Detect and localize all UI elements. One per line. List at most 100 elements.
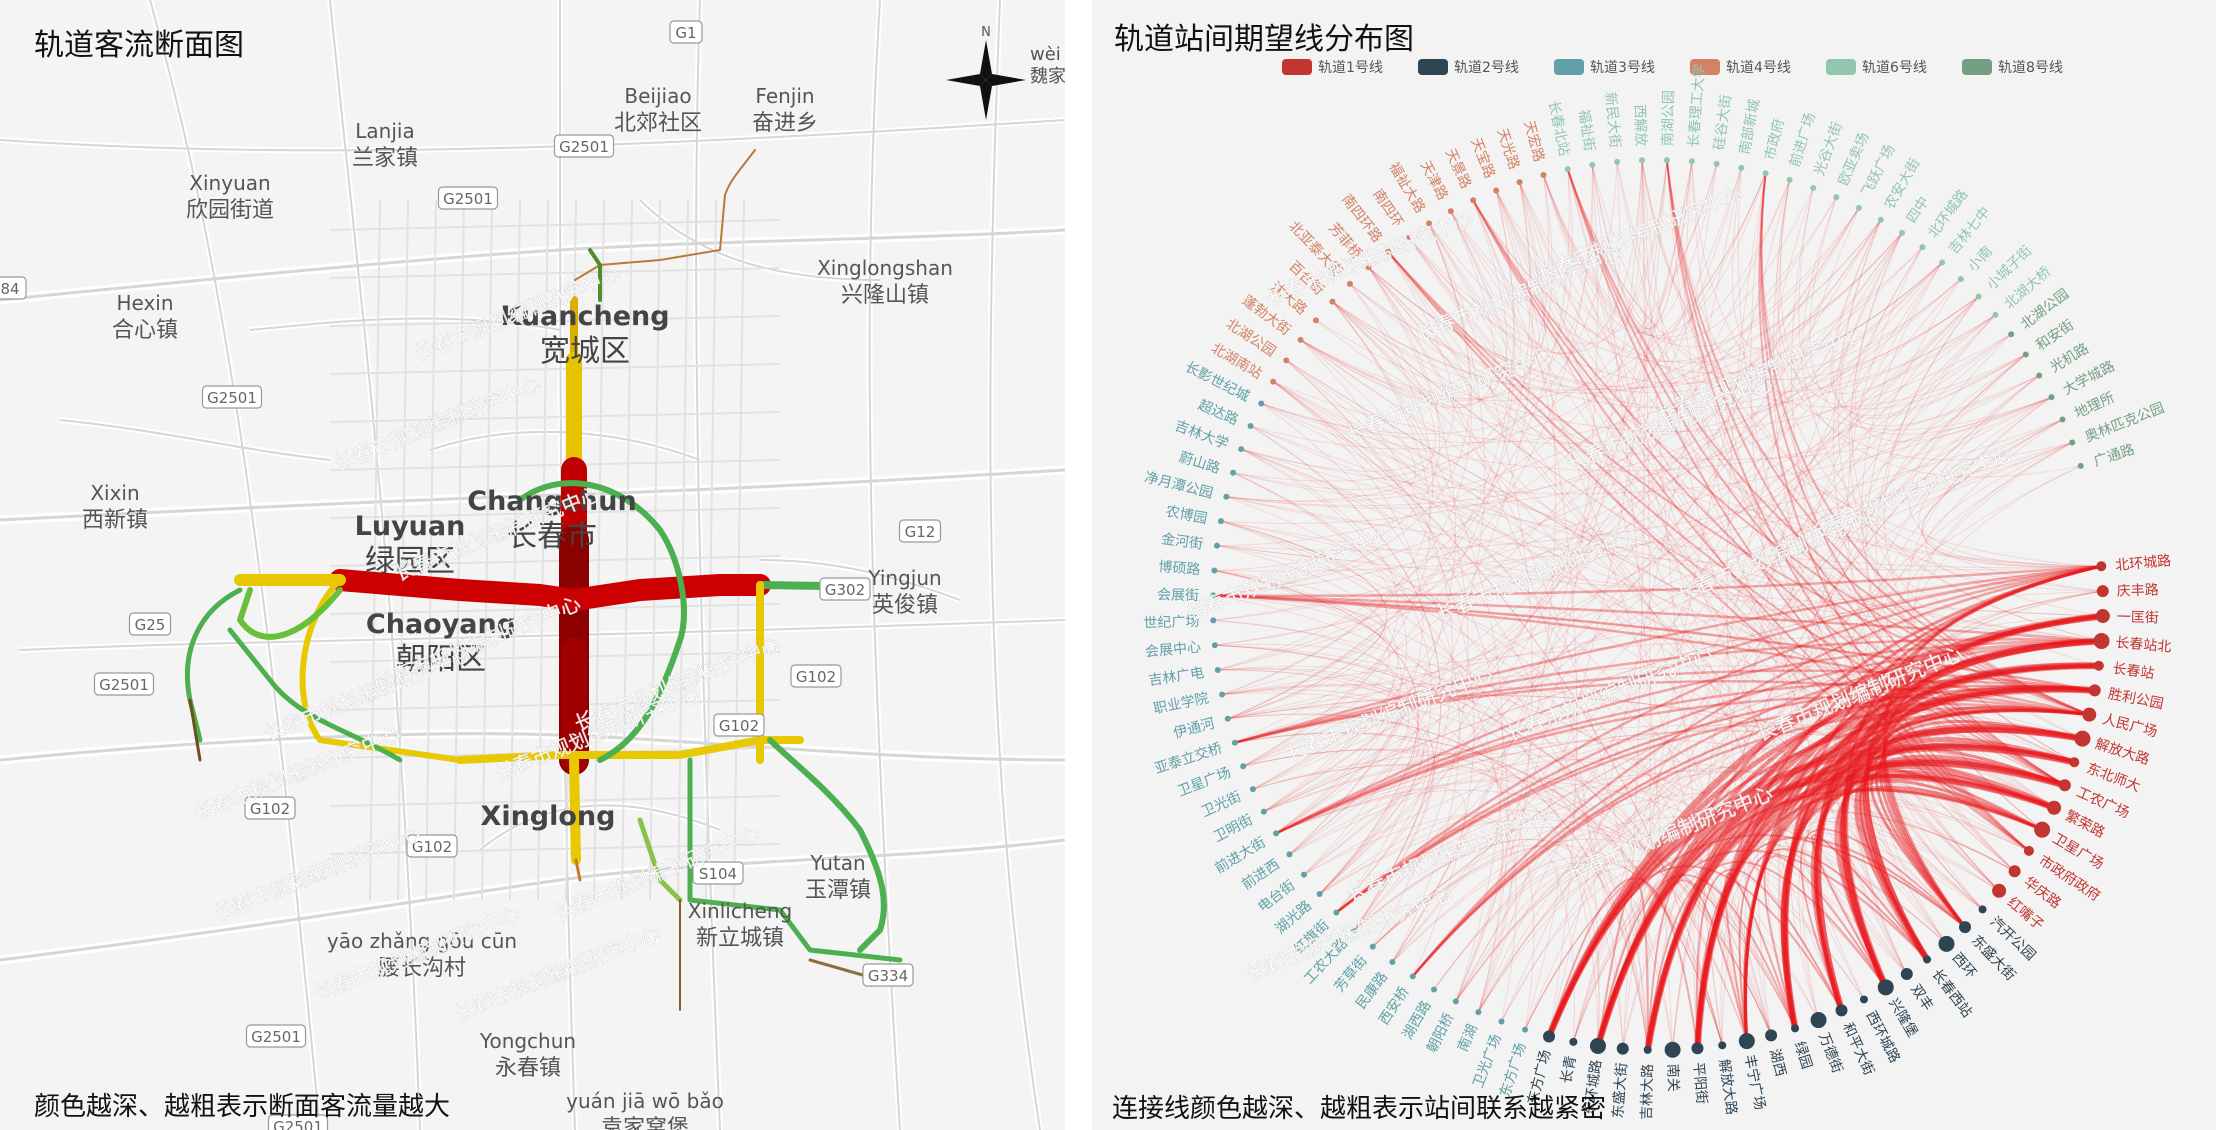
- desire-line: [1596, 788, 2043, 1047]
- street: [329, 603, 781, 615]
- desire-line: [1372, 838, 1819, 1021]
- desire-line: [1319, 161, 1693, 895]
- station-node: [2023, 845, 2034, 856]
- desire-line: [1732, 167, 1882, 350]
- desire-line: [1250, 425, 1442, 931]
- compass-north-arrow: [980, 40, 992, 80]
- desire-line: [1319, 207, 1860, 895]
- station-label: 东盛大街: [1610, 1062, 1630, 1119]
- desire-line: [1567, 169, 1979, 381]
- desire-line: [1597, 465, 2081, 1047]
- desire-line: [1890, 333, 2052, 459]
- place-label-zh: 永春镇: [495, 1056, 561, 1081]
- place-label-zh: 腰长沟村: [378, 956, 466, 981]
- station-node: [1498, 1018, 1505, 1025]
- desire-line: [1407, 160, 1668, 354]
- place-label-zh: 西新镇: [82, 508, 148, 533]
- desire-line: [1696, 207, 1860, 1049]
- desire-line: [1303, 296, 1979, 876]
- desire-line: [1217, 665, 1403, 834]
- station-label: 平阳街: [1690, 1062, 1710, 1105]
- road-shield: [713, 713, 765, 737]
- desire-line: [1566, 168, 2030, 852]
- rail-line-southwest-yellow: [299, 577, 463, 763]
- flow-map-note: 颜色越深、越粗表示断面客流量越大: [34, 1092, 451, 1122]
- place-label-zh: 欣园街道: [186, 198, 274, 223]
- rail-line-west-tail: [188, 698, 202, 762]
- rail-line-sw-branch: [227, 627, 403, 763]
- station-node: [2095, 609, 2110, 624]
- station-label: 会展街: [1157, 587, 1199, 604]
- station-node: [1452, 998, 1459, 1005]
- desire-line: [1778, 333, 2012, 1029]
- desire-line: [1372, 844, 1600, 1046]
- desire-line: [1227, 695, 2055, 809]
- desire-line: [1591, 161, 1693, 330]
- road: [0, 117, 1065, 154]
- desire-line: [1240, 448, 1399, 767]
- desire-line: [1738, 848, 1928, 1042]
- road-shield: [245, 1024, 307, 1048]
- station-label: 小南: [1965, 243, 1996, 274]
- desire-line: [1566, 168, 2066, 787]
- desire-line: [1289, 179, 1791, 855]
- station-node: [1270, 378, 1277, 385]
- desire-line: [1213, 594, 1384, 696]
- desire-line: [1368, 262, 1943, 393]
- place-label-en: Beijiao: [624, 84, 691, 108]
- desire-line: [1353, 839, 1649, 1050]
- station-label: 天宏路: [1520, 119, 1546, 164]
- desire-line: [1243, 749, 1624, 1049]
- desire-line: [1261, 403, 2030, 852]
- desire-line: [1368, 210, 1508, 379]
- desire-line: [1243, 748, 1772, 1036]
- desire-line: [1226, 174, 1550, 502]
- desire-line: [1790, 823, 1983, 1021]
- desire-line: [1851, 232, 2090, 716]
- station-node: [2008, 865, 2021, 878]
- desire-line: [1455, 866, 1649, 1050]
- desire-line: [1834, 375, 2040, 988]
- station-label: 解放大路: [2093, 736, 2151, 768]
- street: [329, 459, 781, 471]
- desire-line: [1243, 722, 1410, 834]
- desire-line: [1216, 545, 2103, 617]
- desire-line: [1272, 381, 1723, 1046]
- desire-line: [1372, 640, 2102, 947]
- rail-line-west-loop: [237, 587, 343, 640]
- desire-line: [1372, 844, 1723, 1046]
- desire-line: [1392, 753, 2065, 963]
- desire-line: [1349, 283, 1979, 409]
- desire-line: [1622, 811, 2015, 1049]
- desire-line: [1315, 251, 1470, 409]
- road-shield-label: G2501: [443, 190, 493, 208]
- station-node: [2058, 779, 2071, 792]
- desire-line: [1775, 187, 1903, 360]
- station-label: 丰宁广场: [1741, 1053, 1769, 1111]
- station-node: [1430, 986, 1437, 993]
- section-desire-lines: 轨道1号线 轨道2号线 轨道3号线 轨道4号线 轨道6号线 轨道8号线 北环城路 庆丰路 一匡街…: [1092, 0, 2216, 1130]
- station-node: [1333, 909, 1340, 916]
- desire-line: [1353, 296, 1979, 931]
- station-label: 西解放: [1631, 104, 1649, 147]
- station-label: 胜利公园: [2107, 686, 2165, 712]
- street: [329, 795, 781, 807]
- desire-line: [1543, 173, 1767, 337]
- desire-line: [1641, 160, 1651, 1050]
- place-label-zh: 兴隆山镇: [841, 283, 929, 308]
- desire-line: [1695, 727, 2083, 1049]
- desire-line: [1391, 354, 2027, 963]
- desire-line: [1243, 749, 1723, 1046]
- desire-line: [1250, 425, 1442, 931]
- desire-line: [1543, 174, 1860, 348]
- desire-line: [1303, 167, 1742, 875]
- desire-line: [1666, 160, 1928, 960]
- station-node: [2093, 632, 2110, 649]
- desire-line: [1300, 210, 1496, 408]
- desire-line: [1336, 826, 1796, 1029]
- station-node: [1859, 995, 1868, 1004]
- desire-line: [1921, 419, 2102, 568]
- station-node: [1283, 357, 1290, 364]
- desire-line: [1250, 173, 1767, 450]
- desire-line: [1908, 354, 2102, 567]
